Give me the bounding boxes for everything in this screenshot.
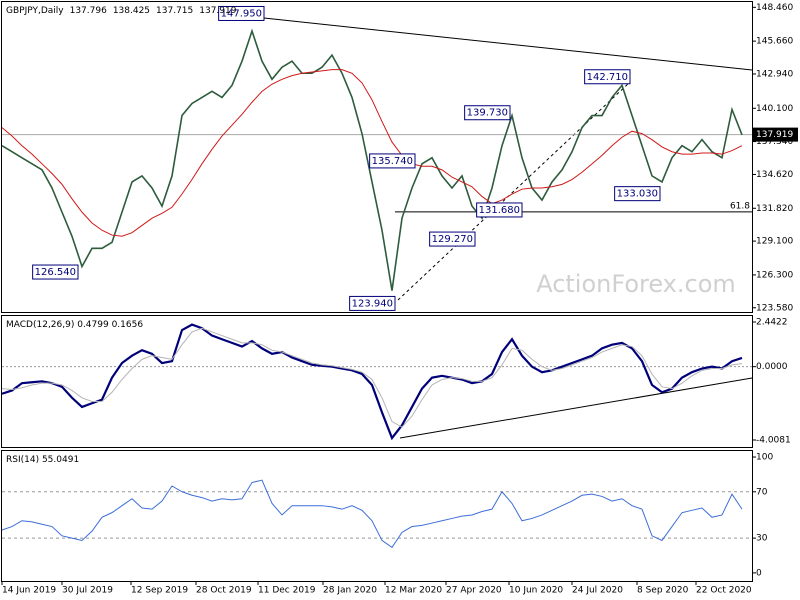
annotation-box <box>218 5 265 21</box>
annotation-label: 139.730 <box>467 108 508 119</box>
annotation: 142.710 <box>584 69 631 85</box>
y-tick-label: 145.660 <box>756 37 793 47</box>
series-line <box>1 28 743 291</box>
title-text: RSI(14) 55.0491 <box>6 455 79 465</box>
annotation-label: 142.710 <box>587 72 628 83</box>
watermark: ActionForex.com <box>536 270 736 298</box>
x-tick-label: 8 Sep 2020 <box>637 586 689 596</box>
annotation-label: 126.540 <box>35 267 76 278</box>
y-tick-label: 140.100 <box>756 104 793 114</box>
channel-line <box>397 81 631 301</box>
fib-label: 61.8 <box>730 201 750 211</box>
annotation-box <box>476 202 523 218</box>
x-tick-label: 24 Jul 2020 <box>572 586 623 596</box>
y-tick-label: 142.940 <box>756 69 793 79</box>
series-line <box>1 69 743 237</box>
annotation: 131.680 <box>476 202 523 218</box>
series-line <box>1 323 743 441</box>
x-tick-label: 10 Jun 2020 <box>509 586 563 596</box>
y-tick-label: 0 <box>756 568 762 578</box>
last-price-box <box>752 127 798 142</box>
y-tick-label: 126.300 <box>756 270 793 280</box>
panel-title: RSI(14) 55.0491 <box>6 455 79 465</box>
annotation: 139.730 <box>464 105 511 121</box>
y-tick-label: 123.580 <box>756 303 793 313</box>
y-tick-label: 131.820 <box>756 204 793 214</box>
annotation-label: 123.940 <box>352 298 393 309</box>
x-tick-label: 28 Jan 2020 <box>323 586 377 596</box>
annotation-box <box>369 153 416 169</box>
annotation-label: 131.680 <box>479 205 520 216</box>
trend-line <box>263 17 753 71</box>
y-tick-label: 70 <box>756 487 768 497</box>
y-tick-label: 30 <box>756 534 768 544</box>
macd-panel <box>1 315 753 448</box>
annotation-label: 129.270 <box>432 234 473 245</box>
series-line <box>1 327 743 428</box>
y-tick-label: 134.620 <box>756 170 793 180</box>
rsi-panel <box>1 450 753 582</box>
annotation-label: 147.950 <box>221 8 262 19</box>
panel-title: GBPJPY,Daily 137.796 138.425 137.715 137.919 <box>6 6 237 16</box>
annotation-box <box>614 186 661 202</box>
y-tick-label: 148.460 <box>756 3 793 13</box>
x-tick-label: 14 Jun 2019 <box>2 586 56 596</box>
annotation-box <box>429 231 476 247</box>
annotation-box <box>32 264 79 280</box>
header-value: 137.796 <box>70 6 107 16</box>
macd-trend-line <box>399 377 753 439</box>
annotation-label: 135.740 <box>372 156 413 167</box>
title-text: MACD(12,26,9) 0.4799 0.1656 <box>6 320 143 330</box>
y-tick-label: 137.340 <box>756 137 793 147</box>
annotation-box <box>349 295 396 311</box>
y-tick-label: 129.100 <box>756 237 793 247</box>
y-tick-label: -4.0081 <box>756 436 791 446</box>
annotation: 135.740 <box>369 153 416 169</box>
y-tick-label: 100 <box>756 453 773 463</box>
header-value: 137.919 <box>199 6 236 16</box>
header-value: 138.425 <box>113 6 150 16</box>
last-price-label: 137.919 <box>756 130 793 140</box>
header-value: 137.715 <box>156 6 193 16</box>
x-tick-label: 30 Jul 2019 <box>62 586 113 596</box>
x-tick-label: 27 Apr 2020 <box>446 586 502 596</box>
annotation: 126.540 <box>32 264 79 280</box>
title-text: GBPJPY,Daily <box>6 6 64 16</box>
annotation: 123.940 <box>349 295 396 311</box>
y-tick-label: 0.0000 <box>756 362 788 372</box>
annotation: 129.270 <box>429 231 476 247</box>
x-tick-label: 12 Mar 2020 <box>385 586 442 596</box>
annotation: 133.030 <box>614 186 661 202</box>
x-tick-label: 11 Dec 2019 <box>258 586 316 596</box>
annotation-label: 133.030 <box>617 189 658 200</box>
y-tick-label: 2.4422 <box>756 317 788 327</box>
series-line <box>1 479 743 549</box>
annotation: 147.950 <box>218 5 265 21</box>
x-tick-label: 28 Oct 2019 <box>196 586 252 596</box>
annotation-box <box>584 69 631 85</box>
x-tick-label: 12 Sep 2019 <box>131 586 188 596</box>
x-tick-label: 22 Oct 2020 <box>696 586 752 596</box>
panel-title: MACD(12,26,9) 0.4799 0.1656 <box>6 320 143 330</box>
annotation-box <box>464 105 511 121</box>
